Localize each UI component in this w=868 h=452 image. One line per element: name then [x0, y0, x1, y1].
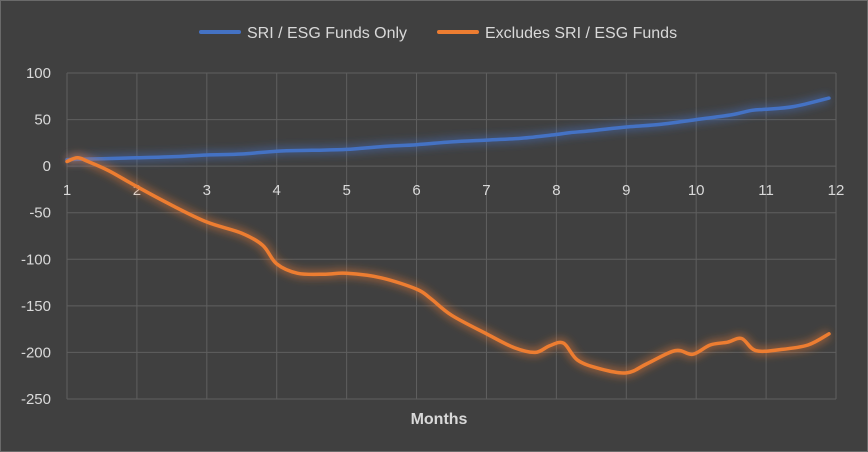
x-tick-label: 4 [273, 182, 281, 199]
legend-label-2: Excludes SRI / ESG Funds [485, 25, 677, 42]
y-tick-label: -50 [29, 205, 51, 222]
x-tick-label: 12 [828, 182, 845, 199]
series-lines [65, 93, 832, 378]
grid-lines [66, 72, 837, 400]
x-tick-label: 10 [688, 182, 705, 199]
series-glow-1 [66, 93, 831, 165]
legend: SRI / ESG Funds Only Excludes SRI / ESG F… [199, 25, 677, 42]
y-tick-label: 100 [26, 65, 51, 82]
y-tick-label: -250 [21, 391, 51, 408]
y-axis-ticks: 100 50 0 -50 -100 -150 -200 -250 [21, 65, 51, 408]
x-axis-label: Months [411, 411, 468, 428]
x-tick-label: 6 [412, 182, 420, 199]
series-line-1 [65, 96, 831, 162]
x-tick-label: 8 [552, 182, 560, 199]
series-line-2 [65, 156, 831, 375]
x-tick-label: 3 [203, 182, 211, 199]
legend-label-1: SRI / ESG Funds Only [247, 25, 407, 42]
series-glow-2 [65, 153, 832, 378]
y-tick-label: -150 [21, 298, 51, 315]
y-tick-label: 0 [43, 158, 51, 175]
x-tick-label: 1 [63, 182, 71, 199]
x-tick-label: 5 [342, 182, 350, 199]
y-tick-label: -200 [21, 344, 51, 361]
y-tick-label: -100 [21, 251, 51, 268]
x-tick-label: 11 [758, 182, 774, 199]
x-axis-ticks: 1 2 3 4 5 6 7 8 9 10 11 12 [63, 182, 845, 199]
y-tick-label: 50 [34, 112, 51, 129]
x-tick-label: 7 [482, 182, 490, 199]
x-tick-label: 9 [622, 182, 630, 199]
